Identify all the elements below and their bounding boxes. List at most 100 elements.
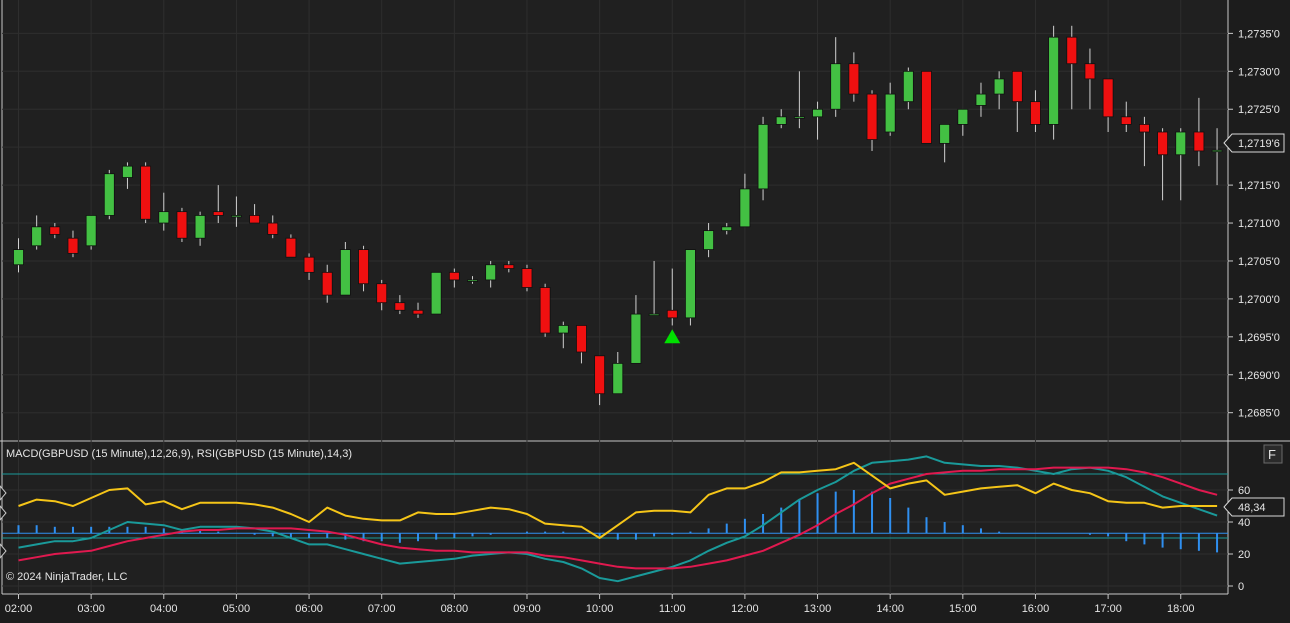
indicator-tick-label: 60 <box>1238 485 1250 497</box>
candle-body <box>721 226 733 232</box>
scroll-handle-icon[interactable] <box>0 543 7 559</box>
time-tick-label: 16:00 <box>1022 603 1050 615</box>
candle-body <box>303 256 315 273</box>
candle-body <box>1030 101 1041 125</box>
stoch_d-line <box>18 466 1218 570</box>
time-tick-label: 15:00 <box>949 603 977 615</box>
candle-body <box>249 215 260 224</box>
candle-body <box>1011 70 1023 103</box>
candle-body <box>1120 116 1132 125</box>
indicator-tick-label: 0 <box>1238 581 1244 593</box>
indicator-axis[interactable]: 60 40 20 0 <box>1228 485 1250 593</box>
candle-body <box>993 78 1005 95</box>
candle-body <box>685 249 696 319</box>
candle-body <box>339 249 351 296</box>
rsi-line <box>18 461 1218 539</box>
time-tick-label: 06:00 <box>295 603 323 615</box>
candle-body <box>1175 131 1187 156</box>
candle-body <box>812 108 823 118</box>
candle-body <box>285 237 297 258</box>
stoch_k-line <box>18 455 1218 583</box>
scroll-handle-icon[interactable] <box>0 505 7 521</box>
scroll-handle-icon[interactable] <box>0 485 7 501</box>
candle-body <box>467 279 478 282</box>
price-tick-label: 1,2695'0 <box>1238 332 1280 344</box>
price-tick-label: 1,2705'0 <box>1238 256 1280 268</box>
time-tick-label: 04:00 <box>150 603 178 615</box>
panel-f-button[interactable]: F <box>1263 444 1283 464</box>
candle-body <box>866 93 878 140</box>
buy-signal-arrow-icon <box>664 329 681 344</box>
left-scroll-handles[interactable] <box>0 485 7 559</box>
candle-body <box>376 283 388 304</box>
candle-body <box>140 165 152 220</box>
candles <box>13 25 1223 406</box>
time-tick-label: 13:00 <box>804 603 832 615</box>
price-axis[interactable]: 1,2735'01,2730'01,2725'01,2720'01,2715'0… <box>1228 28 1280 420</box>
candle-body <box>1157 131 1168 156</box>
indicator-tick-label: 40 <box>1238 517 1250 529</box>
candle-body <box>921 70 932 144</box>
candle-body <box>1193 131 1205 152</box>
candle-body <box>902 70 914 103</box>
time-tick-label: 14:00 <box>876 603 904 615</box>
candle-body <box>158 211 170 224</box>
candle-body <box>1084 63 1096 80</box>
grid-lines <box>2 0 1228 594</box>
candle-body <box>703 230 714 250</box>
candle-body <box>122 165 133 178</box>
candle-body <box>594 355 606 395</box>
time-tick-label: 11:00 <box>659 603 686 615</box>
candle-body <box>1048 36 1060 125</box>
candle-body <box>975 93 987 106</box>
candle-body <box>1139 124 1150 133</box>
candle-body <box>630 313 642 364</box>
candle-body <box>194 215 206 239</box>
indicator-lines <box>18 455 1218 583</box>
time-tick-label: 02:00 <box>5 603 33 615</box>
time-tick-label: 12:00 <box>731 603 759 615</box>
price-tick-label: 1,2715'0 <box>1238 180 1280 192</box>
candle-body <box>430 271 442 315</box>
candle-body <box>412 309 424 315</box>
price-tick-label: 1,2735'0 <box>1238 28 1280 40</box>
time-tick-label: 05:00 <box>223 603 251 615</box>
candle-body <box>212 211 224 216</box>
candle-body <box>267 222 279 235</box>
candle-body <box>539 287 551 334</box>
time-axis[interactable]: 02:00 03:00 04:00 05:00 06:00 07:00 08:00 09:00… <box>5 594 1195 615</box>
candle-body <box>648 313 660 316</box>
rsi-bands <box>2 473 1228 539</box>
price-tick-label: 1,2685'0 <box>1238 408 1280 420</box>
time-tick-label: 03:00 <box>77 603 105 615</box>
candle-body <box>13 249 24 266</box>
price-tick-label: 1,2725'0 <box>1238 104 1280 116</box>
candle-body <box>31 226 43 247</box>
candle-body <box>848 63 860 95</box>
candle-body <box>1066 36 1078 65</box>
candle-body <box>358 249 369 285</box>
candle-body <box>939 124 951 144</box>
candle-body <box>1211 149 1223 153</box>
candle-body <box>67 237 79 254</box>
indicator-title: MACD(GBPUSD (15 Minute),12,26,9), RSI(GB… <box>6 448 352 460</box>
candle-body <box>448 271 460 281</box>
time-tick-label: 08:00 <box>441 603 469 615</box>
candle-body <box>793 116 805 119</box>
candle-body <box>775 116 787 125</box>
price-tick-label: 1,2710'0 <box>1238 218 1280 230</box>
candle-body <box>521 268 533 288</box>
time-tick-label: 07:00 <box>368 603 396 615</box>
candle-body <box>830 63 842 110</box>
price-tick-label: 1,2700'0 <box>1238 294 1280 306</box>
panel-f-button-label: F <box>1268 447 1276 462</box>
time-tick-label: 10:00 <box>586 603 614 615</box>
candle-body <box>103 173 115 216</box>
candle-body <box>394 302 406 311</box>
candle-body <box>1102 78 1114 118</box>
price-tick-label: 1,2690'0 <box>1238 370 1280 382</box>
time-tick-label: 09:00 <box>513 603 541 615</box>
candle-body <box>884 93 896 133</box>
candle-body <box>176 211 188 239</box>
